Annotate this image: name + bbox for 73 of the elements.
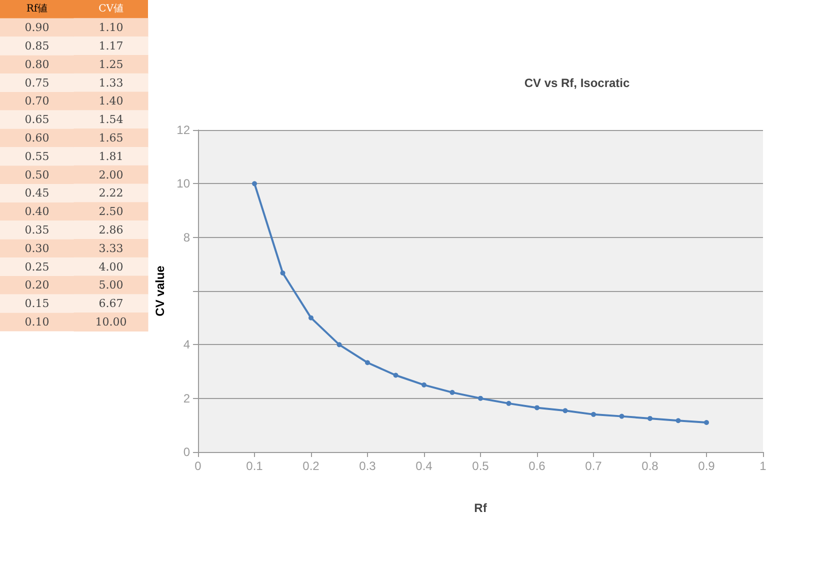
x-tick-label: CV値 [98, 2, 124, 15]
point [506, 400, 512, 406]
y-axis-title: Rf値 [26, 2, 48, 15]
point [648, 416, 652, 421]
chart-title: CV vs Rf, Isocratic [524, 76, 630, 90]
data-label: 5.00 [98, 278, 124, 292]
y-tick-label: 0.65 [24, 113, 50, 126]
point [534, 405, 540, 410]
data-label: 1.10 [98, 21, 124, 34]
x-tick-label: 0.3 [359, 459, 376, 473]
data-label: 1.65 [98, 132, 124, 144]
y-tick-label: 4 [183, 338, 190, 352]
point [562, 408, 568, 414]
point [450, 390, 455, 395]
point [308, 315, 314, 320]
data-label: 2.00 [98, 168, 124, 182]
data-label: 1.40 [98, 94, 124, 108]
point [252, 181, 257, 186]
data-label: 1.25 [98, 58, 124, 71]
data-label: 4.00 [98, 260, 124, 274]
x-tick-label: 0.9 [698, 459, 716, 473]
point [619, 414, 624, 419]
point [478, 396, 483, 401]
data-label: 10.00 [95, 316, 127, 328]
point [591, 412, 596, 417]
y-tick-label: 0.35 [24, 224, 50, 236]
y-tick-label: 10 [176, 176, 190, 191]
y-tick-label: 0.70 [24, 94, 50, 108]
point [393, 372, 398, 378]
x-tick-label: 0.1 [246, 459, 264, 473]
y-tick-label: 0.60 [24, 132, 50, 144]
point [676, 418, 681, 424]
x-tick-label: 0.8 [642, 459, 659, 473]
x-tick-label: 0.5 [472, 459, 490, 473]
data-label: 1.17 [98, 40, 124, 52]
y-axis-title: CV value [152, 265, 167, 316]
y-tick-label: 0 [183, 445, 190, 459]
point [422, 382, 426, 388]
x-axis-title: Rf [474, 501, 488, 515]
y-tick-label: 8 [183, 230, 190, 244]
x-tick-label: 0.2 [302, 459, 320, 473]
data-label: 2.50 [98, 205, 124, 218]
y-tick-label: 0.90 [24, 21, 50, 34]
y-tick-label: 0.10 [24, 316, 50, 328]
point [365, 360, 370, 366]
data-label: 3.33 [98, 242, 124, 255]
y-tick-label: 0.50 [24, 168, 50, 182]
y-tick-label: 0.55 [24, 150, 50, 163]
point [704, 420, 709, 425]
x-tick-label: 1 [760, 459, 767, 473]
data-label: 6.67 [98, 297, 124, 310]
y-tick-label: 0.20 [24, 278, 50, 292]
x-tick-label: 0.4 [416, 459, 433, 473]
y-tick-label: 0.75 [24, 76, 50, 90]
x-tick-label: 0 [194, 459, 202, 473]
y-tick-label: 0.80 [24, 58, 50, 71]
y-tick-label: 0.40 [24, 205, 50, 218]
data-label: 2.22 [98, 186, 124, 200]
y-tick-label: 0.30 [24, 242, 50, 255]
data-label: 1.33 [98, 76, 124, 90]
data-label: 1.54 [98, 113, 124, 126]
point [280, 270, 286, 276]
x-tick-label: 0.7 [585, 459, 602, 473]
data-label: 2.86 [98, 224, 124, 236]
y-tick-label: 0.25 [24, 260, 50, 274]
x-tick-label: 0.6 [528, 459, 546, 473]
y-tick-label: 2 [183, 391, 190, 406]
point [336, 342, 342, 348]
y-tick-label: 12 [176, 123, 190, 137]
data-label: 1.81 [98, 150, 124, 163]
y-tick-label: 0.15 [24, 297, 50, 310]
y-tick-label: 0.85 [24, 40, 50, 52]
y-tick-label: 0.45 [24, 186, 50, 200]
